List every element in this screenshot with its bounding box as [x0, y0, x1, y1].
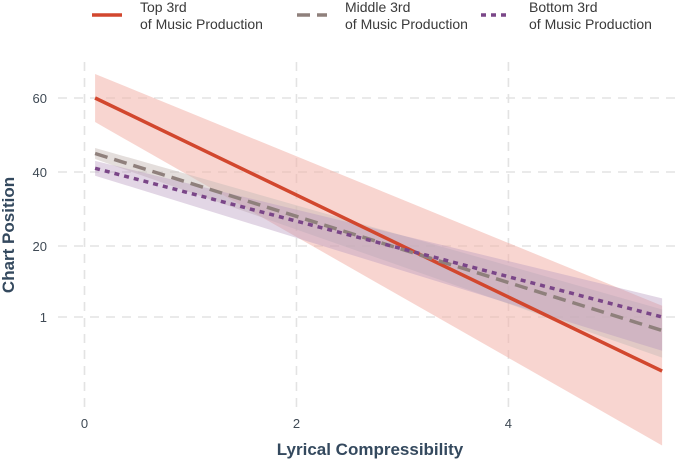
x-tick-label: 0 [81, 416, 88, 431]
legend-label-1: Top 3rd of Music Production [140, 0, 263, 32]
x-axis-title: Lyrical Compressibility [277, 440, 464, 459]
legend: Top 3rd of Music Production Middle 3rd of M… [92, 0, 652, 32]
x-axis-ticks: 0 2 4 [81, 416, 512, 431]
x-tick-label: 2 [293, 416, 300, 431]
y-axis-ticks: 1 20 40 60 [33, 91, 47, 325]
series-line-1 [94, 96, 663, 373]
confidence-bands [95, 73, 663, 446]
x-tick-label: 4 [505, 416, 512, 431]
legend-label-3: Bottom 3rd of Music Production [529, 0, 652, 32]
confidence-band-2 [95, 147, 663, 358]
series-line-3 [94, 166, 663, 319]
confidence-band-3 [95, 160, 663, 351]
y-tick-label: 40 [33, 165, 47, 180]
y-tick-label: 20 [33, 239, 47, 254]
series-lines [94, 96, 663, 373]
y-tick-label: 60 [33, 91, 47, 106]
y-tick-label: 1 [40, 310, 47, 325]
y-axis-title: Chart Position [0, 177, 18, 293]
legend-label-2: Middle 3rd of Music Production [345, 0, 468, 32]
